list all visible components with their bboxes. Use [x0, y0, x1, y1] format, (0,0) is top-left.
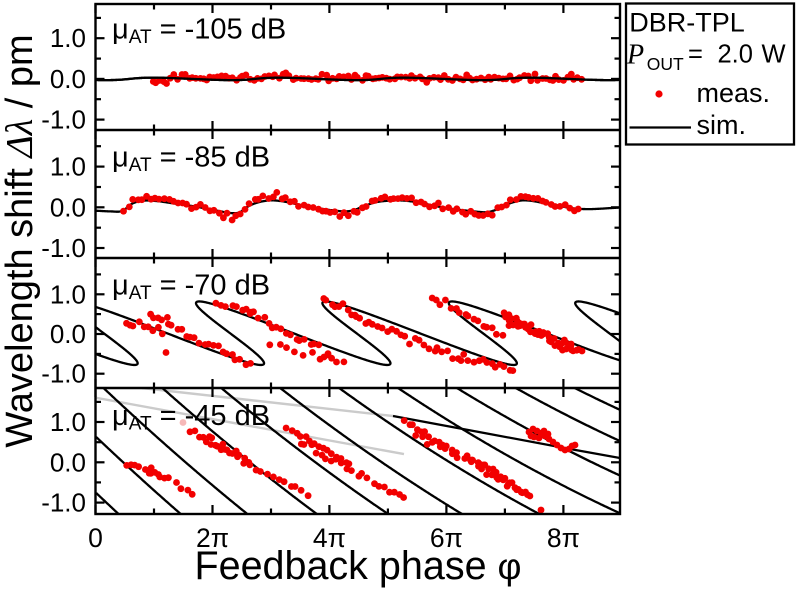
svg-text:0.0: 0.0	[50, 64, 86, 94]
svg-text:1.0: 1.0	[50, 279, 86, 309]
svg-text:sim.: sim.	[697, 110, 747, 140]
svg-text:Feedback phase φ: Feedback phase φ	[194, 544, 521, 588]
svg-text:P: P	[626, 40, 644, 71]
svg-text:meas.: meas.	[697, 78, 771, 108]
svg-text:μAT = -70 dB: μAT = -70 dB	[112, 269, 270, 304]
svg-text:0.0: 0.0	[50, 447, 86, 477]
svg-text:= 2.0W: = 2.0 W	[688, 40, 786, 68]
svg-text:-1.0: -1.0	[41, 488, 86, 518]
svg-text:8π: 8π	[547, 523, 580, 553]
svg-text:4π: 4π	[313, 523, 346, 553]
svg-text:DBR-TPL: DBR-TPL	[629, 8, 745, 38]
svg-text:1.0: 1.0	[50, 152, 86, 182]
svg-text:0.0: 0.0	[50, 192, 86, 222]
svg-text:Wavelength shift Δλ / pm: Wavelength shift Δλ / pm	[0, 34, 41, 447]
svg-text:0: 0	[88, 523, 103, 553]
svg-text:1.0: 1.0	[50, 407, 86, 437]
svg-text:μAT = -45 dB: μAT = -45 dB	[112, 400, 270, 435]
svg-text:2π: 2π	[196, 523, 229, 553]
svg-text:0.0: 0.0	[50, 319, 86, 349]
svg-text:-1.0: -1.0	[41, 105, 86, 135]
svg-text:-1.0: -1.0	[41, 359, 86, 389]
svg-text:6π: 6π	[430, 523, 463, 553]
svg-text:-1.0: -1.0	[41, 233, 86, 263]
svg-text:1.0: 1.0	[50, 23, 86, 53]
svg-text:OUT: OUT	[647, 54, 684, 74]
